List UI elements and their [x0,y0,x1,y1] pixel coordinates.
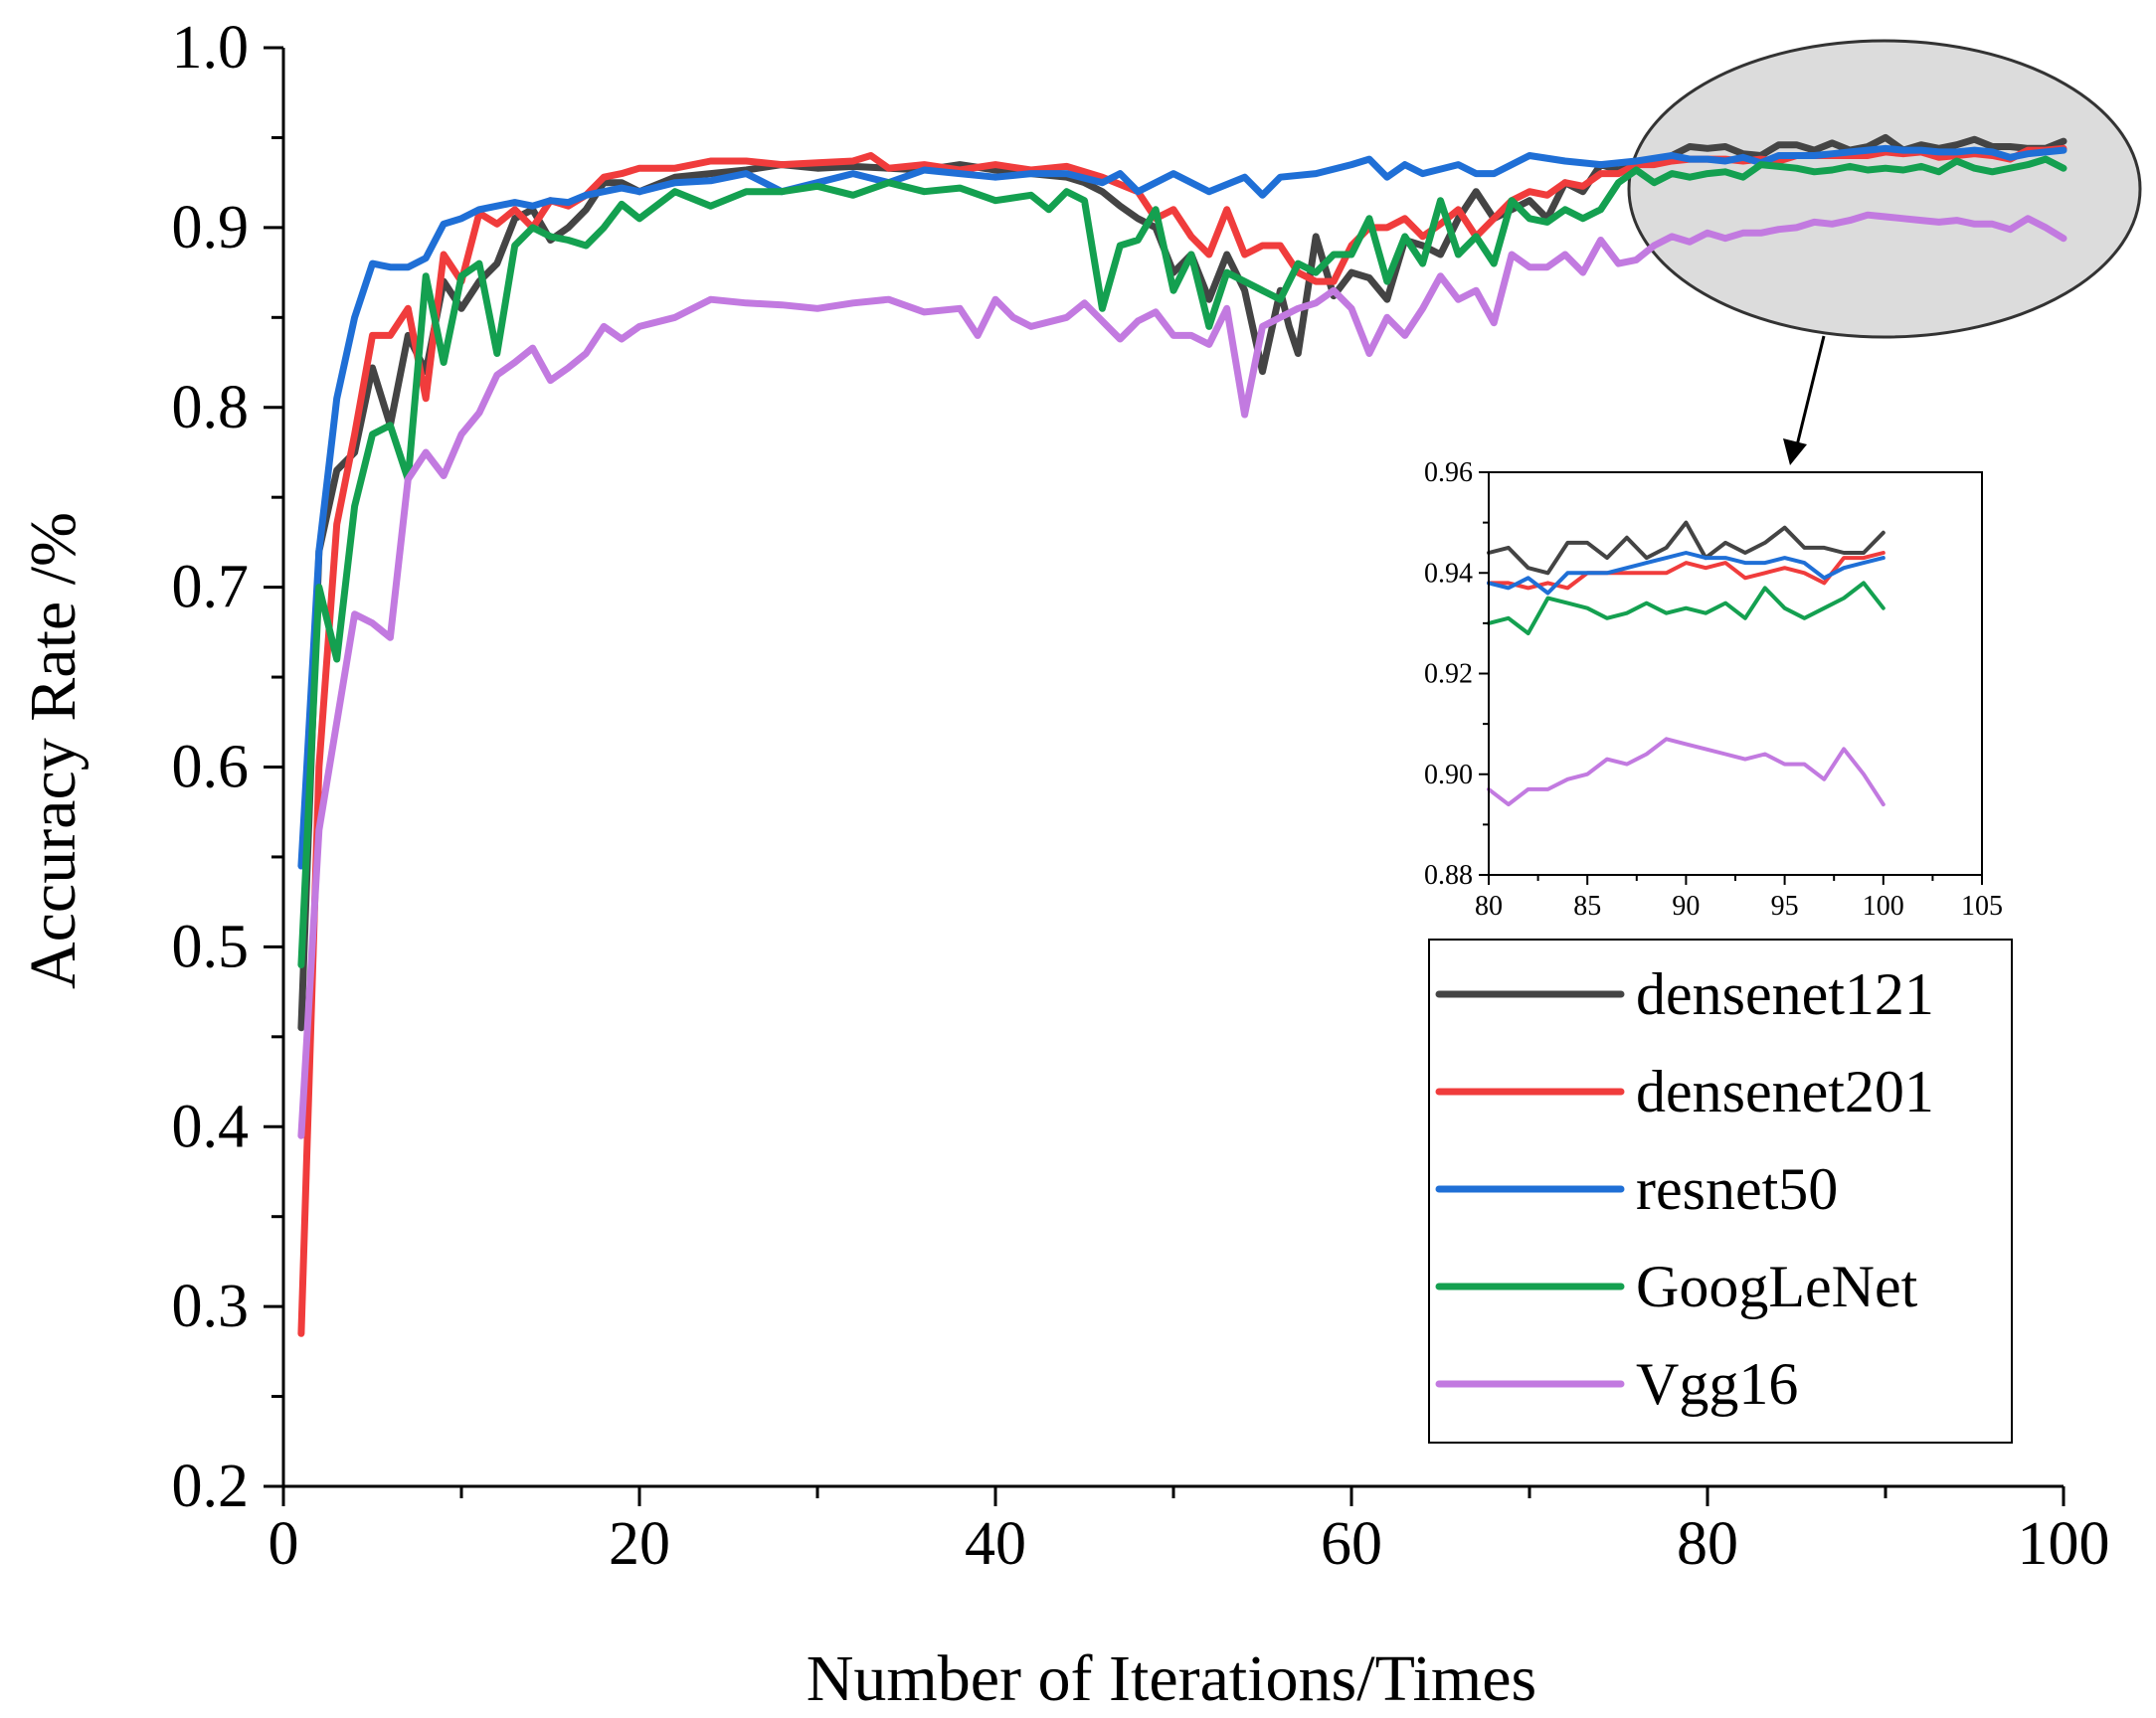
inset-series-line-googlenet [1487,581,1886,635]
y-tick-label: 0.5 [172,913,250,980]
legend-label-resnet50: resnet50 [1636,1156,1838,1222]
zoom-highlight-ellipse [1627,39,2142,339]
x-tick-label: 80 [1677,1510,1738,1578]
y-tick-label: 0.7 [172,554,250,621]
inset-axes: 80 85 90 95 100 105 0.88 0.90 0.92 0.94 0.96 [1424,457,2003,922]
inset-series-group [1487,520,1886,807]
y-tick-label: 0.3 [172,1273,250,1340]
inset-series-line-densenet121 [1487,520,1886,576]
inset-y-tick-label: 0.88 [1424,860,1473,891]
inset-x-tick-label: 85 [1573,891,1601,922]
inset-series-line-vgg16 [1487,737,1886,807]
x-tick-label: 100 [2018,1510,2110,1578]
inset-x-tick-label: 100 [1863,891,1904,922]
inset-y-tick-label: 0.92 [1424,659,1473,690]
inset-y-tick-label: 0.96 [1424,457,1473,488]
x-tick-label: 60 [1321,1510,1382,1578]
x-tick-label: 40 [965,1510,1026,1578]
x-axis-title: Number of Iterations/Times [807,1642,1536,1715]
zoom-arrow-line [1795,335,1826,446]
main-axis-labels: 0 20 40 60 80 100 0.2 0.3 0.4 0.5 0.6 0.7 0.8 0.9 1.0 [172,14,2110,1578]
series-line-resnet50 [297,144,2067,870]
inset-x-tick-label: 95 [1771,891,1799,922]
inset-background [1486,472,1982,875]
series-line-googlenet [297,155,2067,968]
zoom-arrow-head [1783,438,1807,465]
series-line-vgg16 [297,211,2067,1139]
inset-series-line-resnet50 [1487,551,1886,596]
inset-x-tick-label: 90 [1672,891,1700,922]
inset-x-tick-label: 105 [1961,891,2003,922]
legend-label-googlenet: GoogLeNet [1636,1254,1918,1319]
legend-label-densenet121: densenet121 [1636,961,1934,1027]
legend: densenet121 densenet201 resnet50 GoogLeNet V… [1435,961,1934,1417]
legend-label-vgg16: Vgg16 [1636,1351,1798,1417]
inset-x-tick-label: 80 [1475,891,1503,922]
y-tick-label: 0.8 [172,374,250,441]
legend-label-densenet201: densenet201 [1636,1059,1934,1124]
inset-y-tick-label: 0.94 [1424,558,1473,589]
x-tick-label: 0 [269,1510,299,1578]
inset-y-tick-label: 0.90 [1424,760,1473,790]
y-tick-label: 1.0 [172,14,250,82]
y-tick-label: 0.4 [172,1093,250,1160]
y-tick-label: 0.2 [172,1453,250,1520]
x-tick-label: 20 [609,1510,670,1578]
y-tick-label: 0.9 [172,194,250,261]
series-line-densenet121 [297,133,2067,1032]
y-axis-title: Accuracy Rate /% [17,512,90,989]
main-axes [264,46,2066,1506]
y-tick-label: 0.6 [172,734,250,801]
main-series-group [297,133,2067,1337]
